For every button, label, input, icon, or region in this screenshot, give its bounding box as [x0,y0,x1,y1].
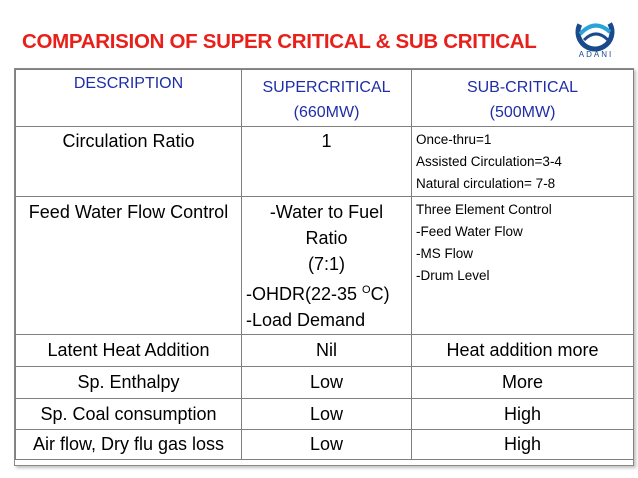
row-subcritical: High [411,429,634,460]
table-row: Latent Heat Addition Nil Heat addition m… [15,334,634,367]
header-supercritical: SUPERCRITICAL (660MW) [241,69,412,127]
table-row: Sp. Enthalpy Low More [15,366,634,399]
comparison-table: DESCRIPTION SUPERCRITICAL (660MW) SUB-CR… [15,69,634,460]
slide-title: COMPARISION OF SUPER CRITICAL & SUB CRIT… [22,30,537,53]
row-supercritical: 1 [241,126,412,197]
row-supercritical: Low [241,398,412,430]
header-subcritical: SUB-CRITICAL (500MW) [411,69,634,127]
adani-logo-icon [575,12,615,52]
row-supercritical: -Water to Fuel Ratio (7:1) -OHDR(22-35 O… [241,196,412,335]
row-supercritical: Low [241,429,412,460]
row-subcritical: High [411,398,634,430]
row-subcritical: Once-thru=1 Assisted Circulation=3-4 Nat… [411,126,634,197]
row-subcritical: Heat addition more [411,334,634,367]
row-subcritical: More [411,366,634,399]
comparison-sheet: DESCRIPTION SUPERCRITICAL (660MW) SUB-CR… [14,68,634,466]
row-description: Sp. Enthalpy [15,366,242,399]
row-description: Latent Heat Addition [15,334,242,367]
row-supercritical: Nil [241,334,412,367]
row-description: Sp. Coal consumption [15,398,242,430]
table-row: Sp. Coal consumption Low High [15,398,634,430]
row-subcritical: Three Element Control -Feed Water Flow -… [411,196,634,335]
table-row: Circulation Ratio 1 Once-thru=1 Assisted… [15,126,634,197]
table-header-row: DESCRIPTION SUPERCRITICAL (660MW) SUB-CR… [15,69,634,127]
row-supercritical: Low [241,366,412,399]
row-description: Circulation Ratio [15,126,242,197]
row-description: Feed Water Flow Control [15,196,242,335]
row-description: Air flow, Dry flu gas loss [15,429,242,460]
table-row: Feed Water Flow Control -Water to Fuel R… [15,196,634,335]
header-description: DESCRIPTION [15,69,242,127]
logo-text: ADANI [578,50,614,59]
table-row: Air flow, Dry flu gas loss Low High [15,429,634,460]
